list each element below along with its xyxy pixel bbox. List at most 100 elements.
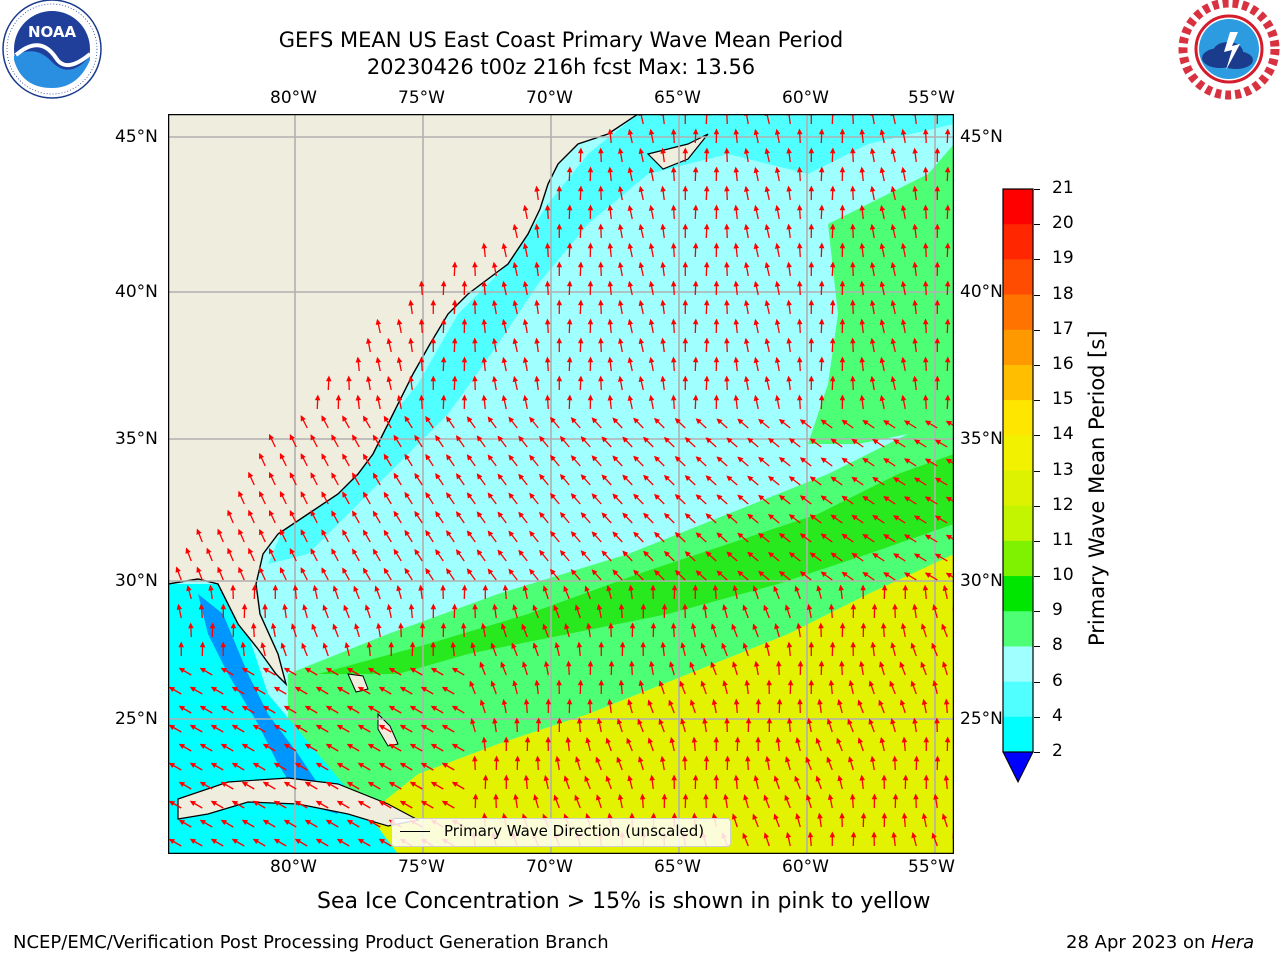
wave-direction-arrowhead — [830, 552, 837, 559]
wave-direction-arrowhead — [818, 128, 825, 135]
nws-logo — [1178, 0, 1280, 100]
wave-direction-arrowhead — [419, 622, 426, 629]
wave-direction-arrowhead — [670, 242, 677, 249]
period-zone-east-green — [808, 144, 954, 444]
wave-direction-arrowhead — [742, 832, 748, 839]
wave-direction-arrowhead — [712, 584, 719, 591]
wave-direction-arrowhead — [446, 492, 452, 499]
wave-direction-arrowhead — [503, 774, 510, 781]
wave-direction-arrowhead — [796, 394, 803, 401]
wave-direction-arrowhead — [418, 280, 425, 287]
wave-direction-arrowhead — [362, 453, 369, 460]
wave-direction-arrowhead — [208, 584, 214, 591]
wave-direction-arrowhead — [839, 660, 845, 667]
wave-direction-arrowhead — [617, 185, 624, 192]
wave-direction-arrowhead — [817, 812, 823, 819]
wave-direction-arrowhead — [487, 492, 494, 499]
wave-direction-arrowhead — [479, 661, 485, 668]
wave-direction-arrowhead — [629, 660, 635, 667]
wave-direction-arrowhead — [643, 436, 650, 443]
wave-direction-arrowhead — [913, 553, 921, 559]
wave-direction-arrowhead — [289, 434, 295, 441]
wave-direction-arrowhead — [595, 794, 602, 801]
wave-direction-arrowhead — [472, 261, 478, 268]
wave-direction-arrowhead — [566, 698, 573, 705]
lat-tick-left-45n: 45°N — [115, 127, 158, 147]
wave-direction-arrowhead — [580, 512, 587, 519]
wave-direction-arrowhead — [622, 550, 629, 557]
wave-direction-arrowhead — [788, 514, 796, 520]
wave-direction-arrowhead — [342, 415, 348, 422]
wave-direction-arrowhead — [859, 660, 865, 667]
colorbar-block — [1003, 540, 1033, 577]
wave-direction-arrowhead — [570, 531, 577, 538]
wave-direction-arrowhead — [346, 667, 354, 674]
wave-direction-arrowhead — [607, 242, 614, 249]
colorbar-tick-label: 12 — [1052, 494, 1074, 515]
wave-direction-arrowhead — [262, 781, 270, 788]
wave-direction-arrowhead — [773, 775, 779, 782]
lon-tick-top-60w: 60°W — [782, 88, 829, 108]
wave-direction-arrowhead — [763, 832, 770, 839]
wave-direction-arrowhead — [310, 434, 316, 441]
wave-direction-arrowhead — [726, 475, 733, 482]
wave-direction-arrowhead — [607, 166, 614, 173]
wave-direction-arrowhead — [809, 438, 816, 444]
wave-direction-arrowhead — [283, 819, 291, 826]
wave-direction-arrowhead — [185, 547, 191, 554]
wave-direction-arrowhead — [168, 686, 176, 693]
wave-direction-arrowhead — [408, 603, 415, 610]
wave-direction-arrowhead — [839, 166, 846, 173]
wave-direction-arrowhead — [713, 166, 720, 173]
wave-direction-arrowhead — [586, 622, 592, 629]
wave-direction-arrowhead — [724, 299, 730, 306]
wave-direction-arrowhead — [944, 128, 951, 135]
wave-direction-arrowhead — [862, 571, 869, 578]
wave-direction-arrowhead — [617, 375, 624, 382]
wave-direction-arrowhead — [606, 584, 612, 592]
wave-direction-arrowhead — [890, 718, 896, 725]
wave-direction-arrowhead — [695, 570, 702, 577]
lat-tick-left-30n: 30°N — [115, 571, 158, 591]
wave-direction-arrowhead — [848, 679, 854, 687]
wave-direction-arrowhead — [653, 417, 661, 424]
wave-direction-arrowhead — [726, 551, 733, 558]
wave-direction-arrowhead — [703, 261, 710, 268]
wave-direction-arrowhead — [713, 242, 720, 249]
wave-direction-arrowhead — [605, 775, 611, 782]
wave-direction-arrowhead — [650, 622, 657, 629]
wave-direction-arrowhead — [577, 299, 584, 306]
wave-direction-arrowhead — [189, 686, 197, 693]
wave-direction-arrowhead — [752, 623, 758, 630]
colorbar-tick-label: 10 — [1052, 565, 1074, 586]
lat-tick-right-35n: 35°N — [960, 429, 1003, 449]
wave-direction-arrowhead — [601, 474, 608, 481]
wave-direction-arrowhead — [743, 299, 750, 306]
wave-direction-arrowhead — [425, 491, 431, 499]
wave-direction-arrowhead — [570, 455, 577, 462]
wave-direction-arrowhead — [512, 299, 519, 307]
wave-direction-arrowhead — [648, 394, 655, 401]
wave-direction-arrowhead — [722, 679, 728, 687]
footer-host: Hera — [1211, 932, 1255, 953]
wave-direction-arrowhead — [945, 534, 953, 541]
wave-direction-arrowhead — [544, 242, 551, 249]
wave-direction-arrowhead — [322, 604, 328, 611]
noaa-logo-text: NOAA — [28, 23, 77, 41]
wave-direction-arrowhead — [841, 533, 848, 540]
wave-direction-arrowhead — [522, 318, 529, 325]
wave-direction-arrowhead — [493, 755, 500, 762]
wave-direction-arrowhead — [362, 529, 369, 536]
wave-direction-arrowhead — [668, 699, 674, 706]
colorbar-extend-triangle — [1002, 751, 1034, 784]
period-zone-13-14 — [338, 554, 954, 854]
wave-direction-arrowhead — [472, 603, 478, 610]
wave-direction-arrowhead — [543, 774, 550, 782]
wave-direction-arrowhead — [491, 337, 498, 344]
wave-direction-arrowhead — [396, 394, 403, 401]
footer-right: 28 Apr 2023 on Hera — [1066, 932, 1254, 953]
wave-direction-arrowhead — [660, 261, 666, 268]
wave-direction-arrowhead — [268, 471, 275, 479]
wave-direction-arrowhead — [753, 204, 760, 212]
wave-direction-arrowhead — [660, 755, 666, 762]
